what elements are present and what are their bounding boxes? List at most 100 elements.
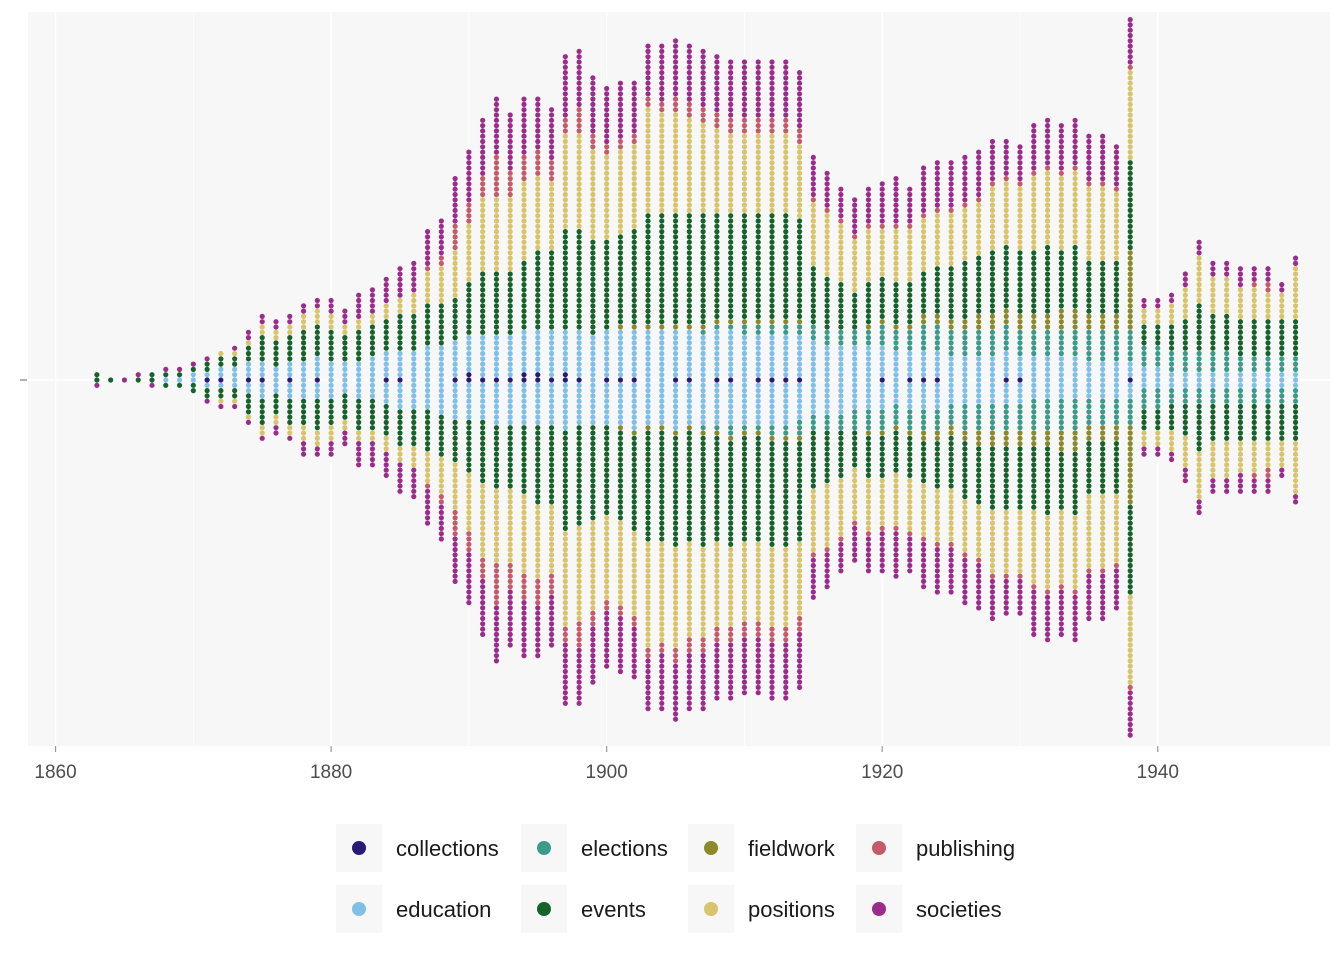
dot-events	[962, 276, 968, 282]
dot-societies	[604, 642, 610, 648]
dot-positions	[879, 260, 885, 266]
dot-positions	[741, 541, 748, 547]
dot-publishing	[590, 144, 596, 150]
dot-positions	[686, 621, 692, 627]
dot-education	[424, 356, 431, 362]
dot-positions	[783, 144, 789, 150]
dot-positions	[659, 541, 665, 547]
dot-positions	[273, 329, 279, 335]
dot-societies	[548, 631, 555, 638]
dot-societies	[659, 59, 665, 65]
dot-societies	[604, 85, 610, 92]
dot-societies	[94, 382, 100, 388]
dot-societies	[590, 631, 596, 638]
dot-positions	[948, 494, 954, 500]
dot-positions	[659, 552, 665, 558]
dot-positions	[783, 562, 789, 569]
dot-events	[328, 340, 334, 346]
dot-positions	[548, 568, 555, 574]
dot-societies	[714, 64, 720, 70]
dot-positions	[576, 213, 582, 219]
dot-events	[728, 282, 734, 288]
dot-events	[741, 499, 748, 505]
dot-societies	[962, 186, 968, 192]
dot-societies	[590, 123, 596, 129]
dot-positions	[521, 541, 527, 547]
dot-education	[314, 388, 320, 394]
dot-events	[852, 303, 858, 309]
dot-events	[948, 313, 954, 319]
dot-societies	[604, 621, 610, 627]
dot-fieldwork	[631, 324, 637, 330]
dot-societies	[590, 642, 596, 648]
dot-positions	[700, 165, 706, 171]
dot-education	[604, 350, 610, 357]
dot-positions	[617, 594, 624, 600]
dot-positions	[989, 207, 996, 213]
dot-education	[645, 366, 651, 372]
dot-events	[617, 488, 624, 494]
dot-societies	[893, 541, 899, 547]
dot-societies	[631, 107, 637, 113]
dot-elections	[1031, 419, 1037, 425]
dot-societies	[617, 653, 624, 659]
dot-education	[493, 361, 500, 367]
dot-education	[521, 393, 527, 399]
dot-positions	[576, 578, 582, 585]
dot-events	[934, 276, 940, 282]
dot-education	[383, 398, 389, 404]
dot-fieldwork	[920, 319, 927, 325]
dot-positions	[865, 239, 872, 245]
dot-education	[562, 414, 568, 420]
dot-positions	[645, 626, 651, 632]
dot-societies	[548, 621, 555, 627]
dot-events	[728, 531, 734, 537]
dot-events	[769, 467, 775, 473]
dot-publishing	[466, 202, 472, 208]
dot-events	[604, 260, 610, 266]
dot-events	[907, 451, 913, 457]
dot-societies	[1003, 600, 1009, 606]
dot-events	[617, 515, 624, 521]
dot-events	[645, 244, 651, 251]
dot-education	[631, 329, 637, 335]
dot-elections	[976, 409, 982, 415]
dot-events	[328, 329, 334, 335]
dot-positions	[838, 239, 844, 245]
dot-positions	[617, 531, 624, 537]
dot-events	[576, 292, 582, 298]
dot-positions	[741, 207, 748, 213]
dot-events	[1003, 260, 1009, 266]
dot-societies	[976, 181, 982, 187]
dot-events	[507, 446, 513, 452]
dot-education	[645, 388, 651, 394]
dot-education	[907, 372, 913, 378]
dot-events	[783, 213, 789, 219]
dot-education	[962, 372, 968, 378]
dot-events	[493, 319, 500, 325]
dot-societies	[438, 504, 444, 510]
dot-societies	[369, 451, 376, 457]
dot-education	[493, 393, 500, 399]
dot-events	[934, 451, 940, 457]
dot-events	[672, 456, 679, 463]
dot-publishing	[466, 536, 472, 542]
dot-events	[1003, 303, 1009, 309]
dot-positions	[714, 191, 720, 198]
dot-societies	[728, 85, 734, 92]
dot-positions	[714, 552, 720, 558]
dot-events	[204, 366, 210, 372]
dot-positions	[728, 181, 734, 187]
dot-societies	[645, 690, 651, 696]
dot-societies	[1017, 589, 1023, 595]
dot-societies	[962, 573, 968, 579]
dot-events	[562, 324, 568, 330]
dot-positions	[493, 229, 500, 235]
dot-events	[617, 308, 624, 314]
dot-events	[728, 218, 734, 224]
dot-events	[631, 488, 637, 494]
dot-positions	[507, 202, 513, 208]
dot-positions	[631, 584, 637, 590]
dot-positions	[852, 271, 858, 277]
dot-events	[507, 324, 513, 330]
